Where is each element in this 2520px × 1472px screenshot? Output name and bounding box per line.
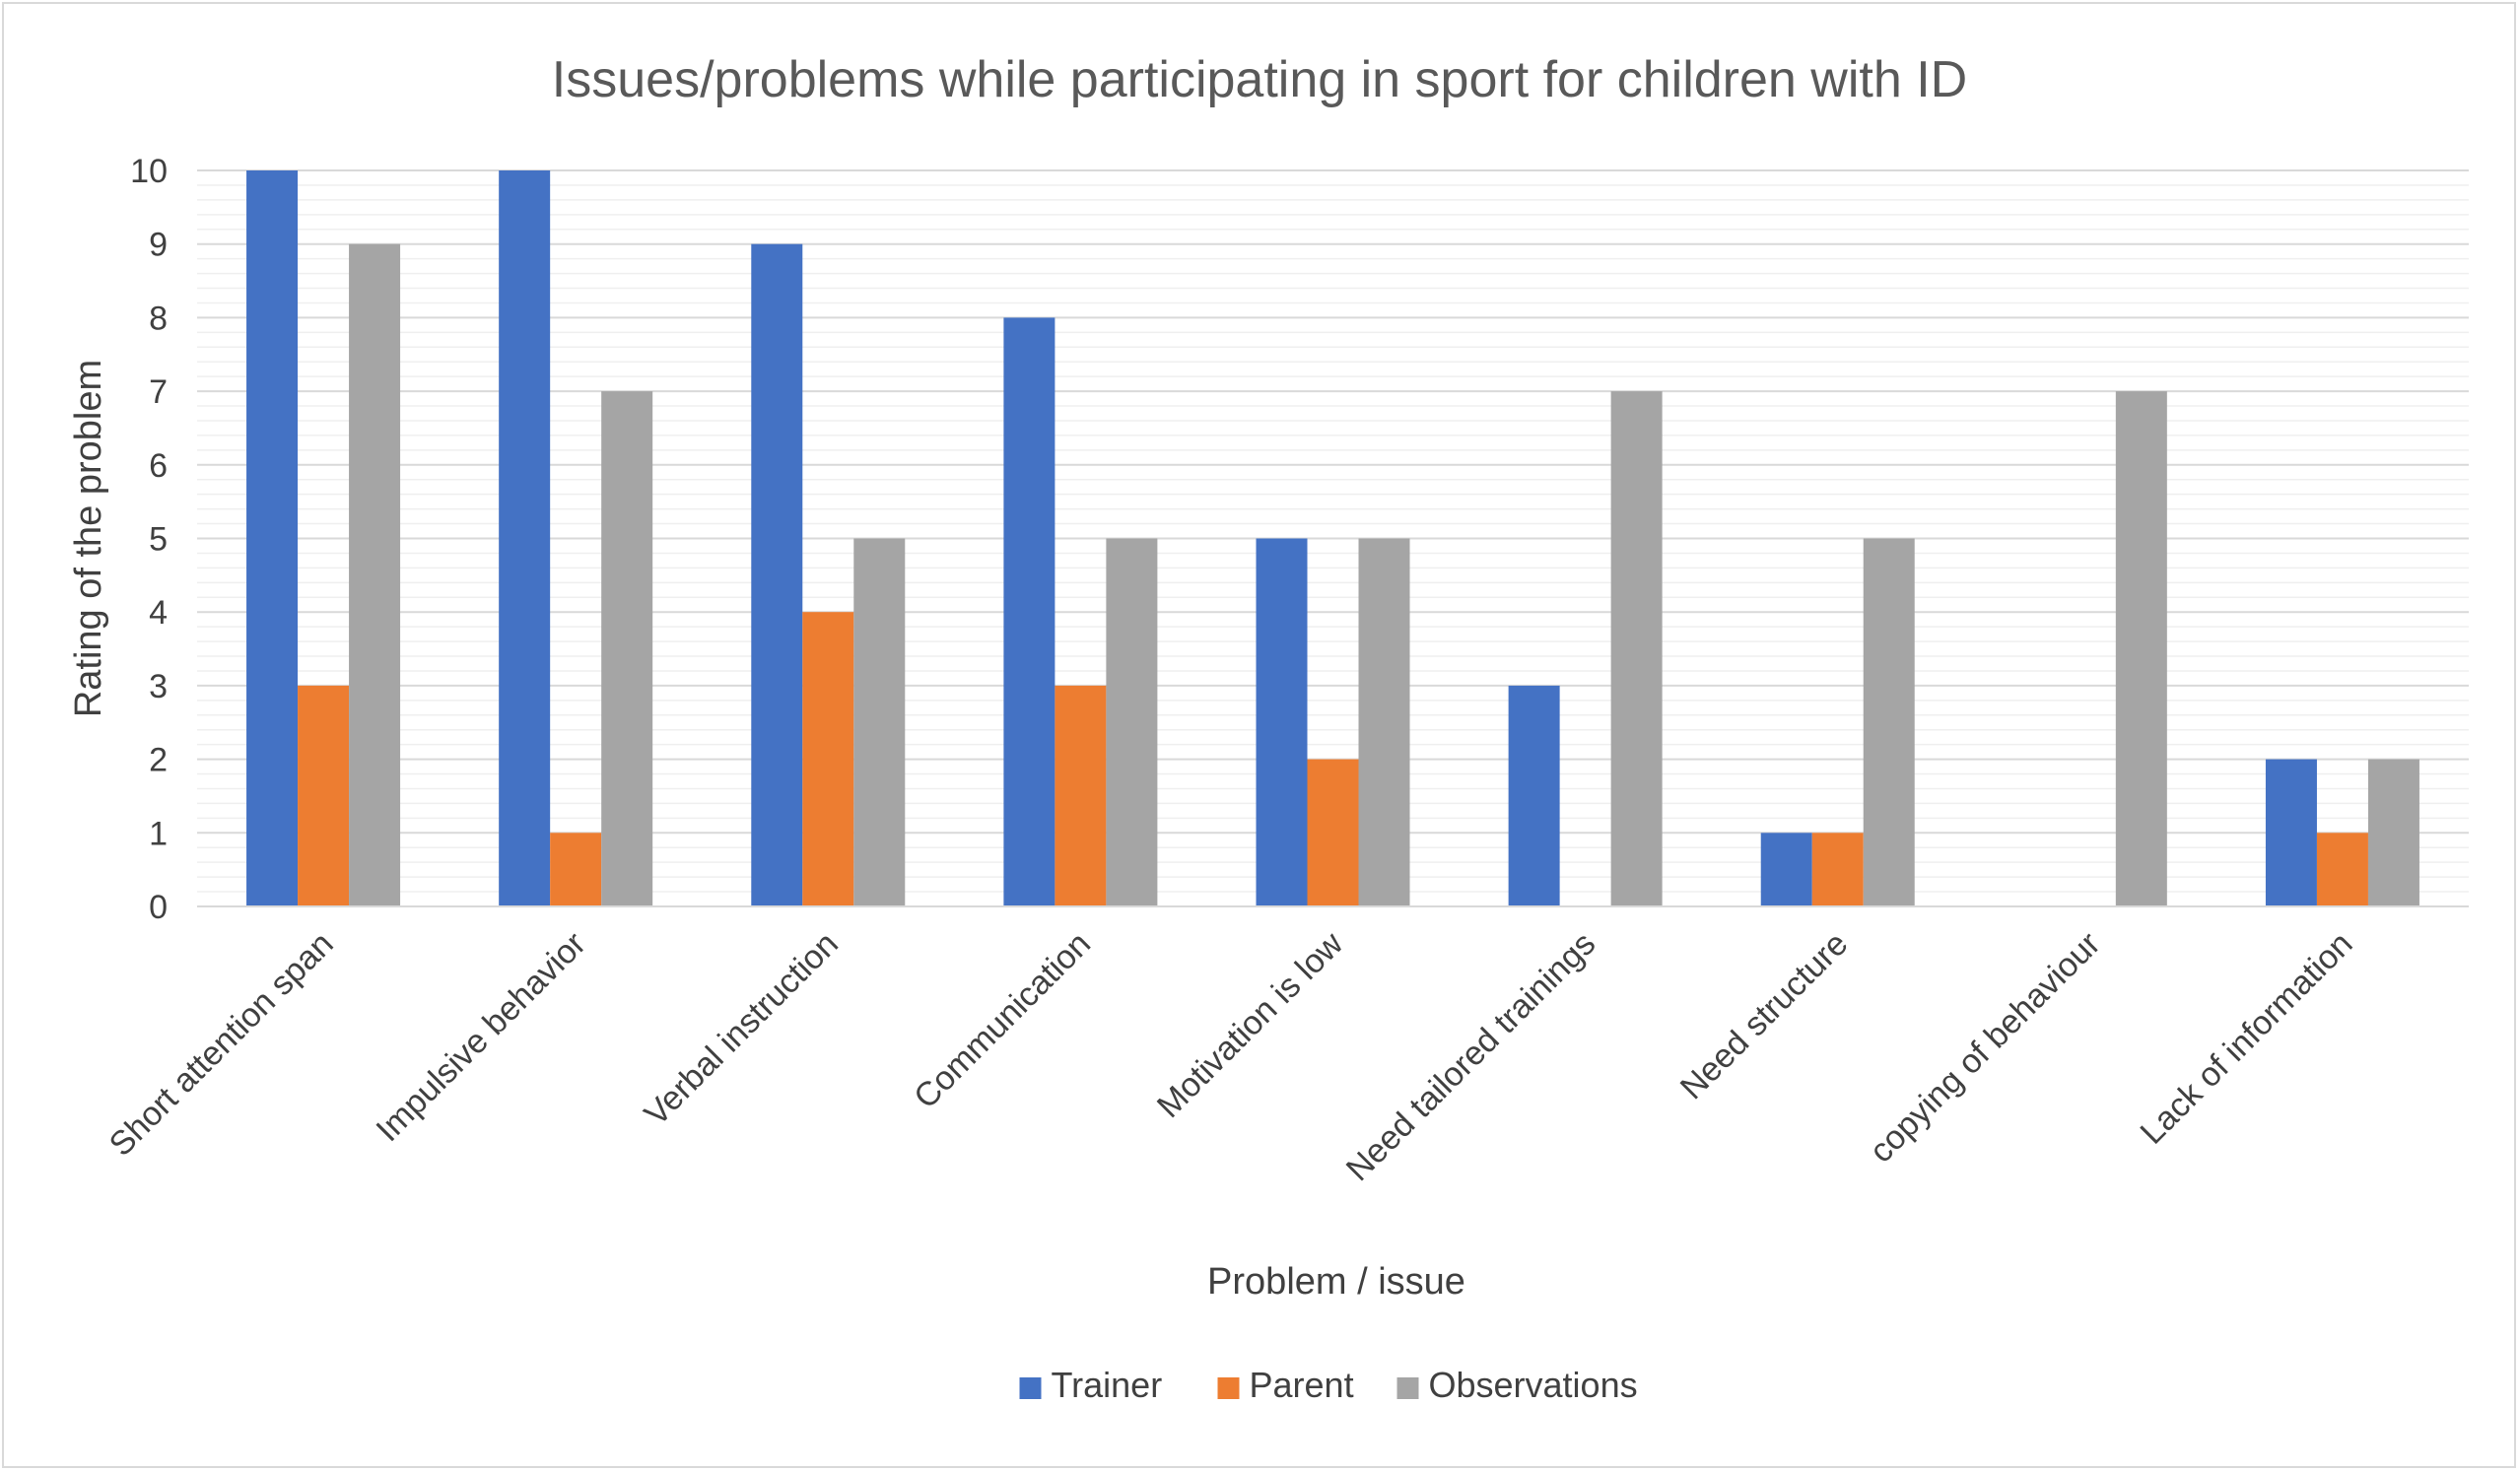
x-tick-label: Need tailored trainings <box>1339 925 1602 1188</box>
y-tick-label: 0 <box>149 889 168 926</box>
x-axis-ticks: Short attention span Impulsive behavior Ve… <box>102 924 2360 1188</box>
y-tick-label: 10 <box>130 153 168 190</box>
bar-observations-7 <box>2115 391 2167 907</box>
bar-observations-0 <box>349 243 401 906</box>
legend: Trainer Parent Observations <box>1019 1365 1638 1405</box>
y-tick-label: 5 <box>149 521 168 559</box>
x-tick-label: Short attention span <box>102 925 341 1164</box>
bar-parent-8 <box>2316 833 2368 906</box>
bar-trainer-3 <box>1003 317 1056 906</box>
bar-parent-3 <box>1055 685 1107 906</box>
legend-label-parent: Parent <box>1250 1365 1354 1405</box>
legend-label-trainer: Trainer <box>1052 1365 1163 1405</box>
y-tick-label: 3 <box>149 668 168 705</box>
x-tick-label: copying of behaviour <box>1863 925 2108 1171</box>
y-tick-label: 6 <box>149 447 168 485</box>
y-tick-label: 7 <box>149 373 168 411</box>
bar-parent-2 <box>802 612 854 906</box>
x-tick-label: Lack of information <box>2134 925 2360 1152</box>
bar-observations-3 <box>1106 538 1158 906</box>
bar-parent-6 <box>1811 833 1864 906</box>
bar-parent-1 <box>550 833 602 906</box>
x-tick-label: Communication <box>907 925 1098 1116</box>
x-tick-label: Impulsive behavior <box>369 925 592 1149</box>
bar-trainer-6 <box>1760 833 1812 906</box>
chart-title: Issues/problems while participating in s… <box>552 51 1967 108</box>
x-tick-label: Need structure <box>1673 925 1856 1107</box>
y-axis-title: Rating of the problem <box>68 360 109 717</box>
x-tick-label: Verbal instruction <box>638 925 846 1133</box>
bar-observations-8 <box>2367 759 2419 906</box>
bar-trainer-5 <box>1508 685 1560 906</box>
y-axis-ticks: 0 1 2 3 4 5 6 7 8 9 10 <box>130 153 168 926</box>
bar-trainer-2 <box>751 243 803 906</box>
bar-trainer-4 <box>1256 538 1308 906</box>
legend-swatch-parent <box>1217 1377 1240 1399</box>
y-tick-label: 1 <box>149 815 168 852</box>
bar-observations-2 <box>853 538 906 906</box>
x-tick-label: Motivation is low <box>1150 924 1351 1125</box>
y-tick-label: 8 <box>149 300 168 337</box>
legend-label-observations: Observations <box>1429 1365 1638 1405</box>
legend-swatch-observations <box>1396 1377 1419 1399</box>
bar-parent-4 <box>1307 759 1359 906</box>
bar-observations-6 <box>1863 538 1915 906</box>
bar-trainer-8 <box>2265 759 2317 906</box>
bar-trainer-0 <box>246 170 299 906</box>
bar-observations-5 <box>1610 391 1663 907</box>
legend-swatch-trainer <box>1019 1377 1042 1399</box>
bars <box>246 170 2419 907</box>
y-tick-label: 9 <box>149 227 168 264</box>
bar-observations-1 <box>601 391 653 907</box>
bar-observations-4 <box>1358 538 1410 906</box>
y-tick-label: 4 <box>149 594 168 632</box>
bar-parent-0 <box>298 685 350 906</box>
y-tick-label: 2 <box>149 742 168 779</box>
x-axis-title: Problem / issue <box>1207 1261 1465 1303</box>
bar-trainer-1 <box>499 170 551 906</box>
